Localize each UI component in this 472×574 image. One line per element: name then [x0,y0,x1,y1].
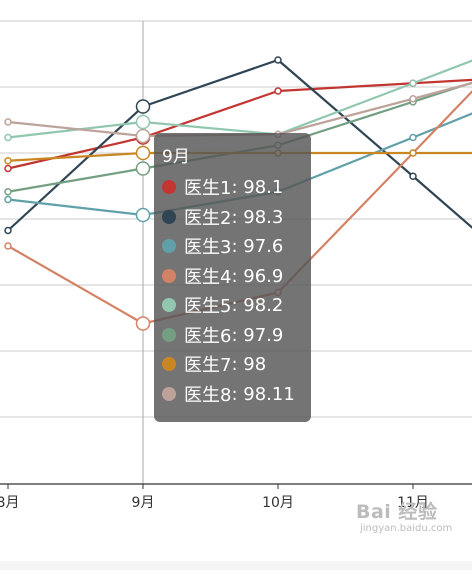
data-point [135,316,151,331]
tooltip-row-5: 医生5: 98.2 [162,292,283,318]
tooltip-series-name: 医生6 [184,326,232,347]
series-color-dot [162,298,176,312]
data-point [135,161,151,176]
data-point [409,133,417,142]
data-point [274,87,282,95]
data-point [409,79,417,87]
tooltip-row-8: 医生8: 98.11 [162,381,295,407]
tooltip-series-value: 98.1 [243,176,284,198]
series-color-dot [162,387,176,401]
tooltip-series-name: 医生4 [184,267,232,288]
data-point [4,195,12,204]
tooltip-title: 9月 [162,147,190,167]
tooltip-series-value: 98.3 [243,206,284,228]
watermark-url: jingyan.baidu.com [360,523,453,534]
tooltip-series-name: 医生8 [184,385,232,406]
series-line [7,58,414,232]
series-color-dot [162,239,176,253]
watermark: Bai 经验 jingyan.baidu.com [356,497,466,534]
series-line [7,82,414,170]
tooltip-series-name: 医生3 [184,237,232,258]
x-axis-tick-label: 11月 [397,495,429,511]
tooltip-row-3: 医生3: 97.6 [162,233,283,259]
tooltip-series-value: 98.2 [243,294,284,316]
data-point [409,149,417,157]
series-color-dot [162,269,176,283]
tooltip-series-name: 医生7 [184,355,232,376]
series-color-dot [162,328,176,342]
tooltip-series-value: 96.9 [243,265,284,287]
data-point [135,114,151,130]
data-point [4,226,12,235]
series-line-extension [412,89,472,154]
data-point [4,133,12,142]
series-line-extension [412,175,472,229]
tooltip-row-1: 医生1: 98.1 [162,174,283,200]
chart-tooltip: 9月 医生1: 98.1 医生2: 98.3 医生3: 97.6 医生4: 96… [154,133,311,422]
series-color-dot [162,180,176,194]
tooltip-row-6: 医生6: 97.9 [162,322,283,348]
series-line-extension [412,81,472,100]
tooltip-series-value: 98.11 [243,383,295,405]
tooltip-row-7: 医生7: 98 [162,351,266,377]
data-point [4,118,12,126]
watermark-logo-text: Bai 经验 [356,501,438,523]
series-color-dot [162,357,176,371]
tooltip-series-name: 医生5 [184,296,232,317]
tooltip-series-value: 97.9 [243,324,284,346]
series-line-extension [412,112,472,139]
x-axis-tick-label: 9月 [132,495,155,511]
x-axis-tick-label: 10月 [262,495,294,511]
tooltip-series-name: 医生2 [184,208,232,229]
tooltip-row-2: 医生2: 98.3 [162,204,283,230]
series-color-dot [162,210,176,224]
data-point [135,145,151,161]
data-point [4,164,12,173]
data-point [4,242,12,250]
x-axis-tick-label: 8月 [0,495,19,511]
data-point [135,207,151,223]
data-point [135,128,151,144]
data-point [274,56,282,64]
data-point [4,188,12,196]
data-point [409,172,417,180]
data-point [409,95,417,103]
footer-band [0,561,472,570]
series-line-extension [412,59,472,85]
series-line-extension [412,78,472,85]
tooltip-series-value: 98 [243,353,267,375]
data-point [4,157,12,165]
tooltip-series-name: 医生1 [184,178,232,199]
tooltip-row-4: 医生4: 96.9 [162,263,283,289]
tooltip-series-value: 97.6 [243,235,284,257]
data-point [135,99,151,114]
